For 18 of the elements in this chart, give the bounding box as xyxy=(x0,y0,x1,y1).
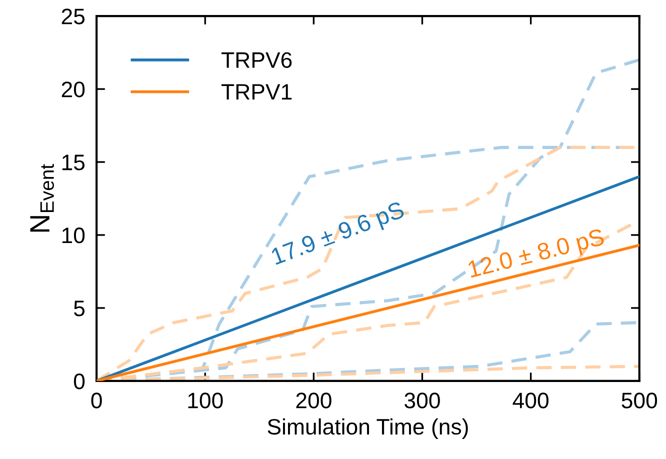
y-tick-label: 0 xyxy=(74,374,85,390)
x-tick-label: 100 xyxy=(188,392,223,408)
y-axis-title: N$_{Event}$ xyxy=(30,164,54,232)
x-tick-label: 200 xyxy=(296,392,332,408)
annotation: 12.0 ± 8.0 pS xyxy=(467,228,606,282)
legend-label: TRPV1 xyxy=(222,84,292,100)
legend-label: TRPV6 xyxy=(222,52,292,68)
x-tick-label: 500 xyxy=(622,392,658,408)
y-tick-label: 15 xyxy=(62,154,85,170)
x-tick-label: 0 xyxy=(91,392,102,408)
y-tick-label: 10 xyxy=(62,228,85,244)
y-tick-label: 25 xyxy=(62,8,85,24)
x-tick-label: 300 xyxy=(404,392,440,408)
y-tick-label: 5 xyxy=(74,300,85,316)
x-tick-label: 400 xyxy=(512,392,548,408)
x-axis-title: Simulation Time (ns) xyxy=(268,418,468,440)
annotation: 17.9 ± 9.6 pS xyxy=(270,200,407,270)
y-tick-label: 20 xyxy=(62,82,85,98)
